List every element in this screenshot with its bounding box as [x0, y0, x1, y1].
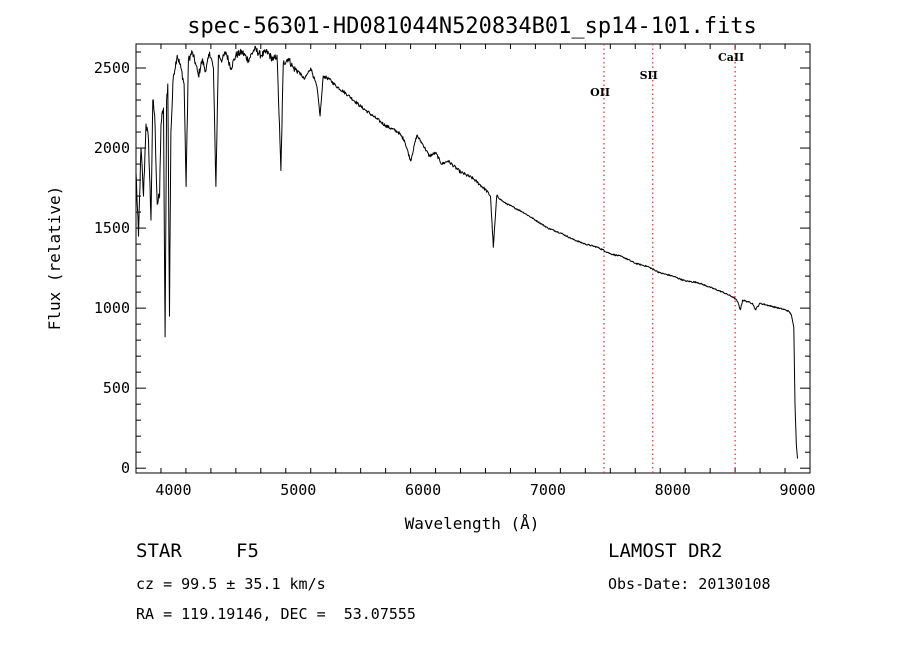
x-tick-label: 7000	[530, 481, 566, 499]
object-class: STAR	[136, 540, 182, 562]
spectrum-line	[135, 45, 798, 459]
x-axis-label: Wavelength (Å)	[405, 514, 540, 533]
y-tick-label: 1500	[94, 219, 130, 237]
coordinates-text: RA = 119.19146, DEC = 53.07555	[136, 605, 416, 623]
line-marker-label: CaII	[718, 51, 744, 64]
plot-frame	[135, 43, 811, 474]
x-tick-label: 5000	[280, 481, 316, 499]
y-axis-label: Flux (relative)	[45, 186, 64, 331]
y-tick-label: 2500	[94, 59, 130, 77]
line-marker-label: OII	[590, 86, 610, 99]
line-marker-label: SII	[640, 69, 658, 82]
chart-title: spec-56301-HD081044N520834B01_sp14-101.f…	[187, 14, 757, 39]
x-tick-label: 8000	[655, 481, 691, 499]
y-tick-label: 1000	[94, 299, 130, 317]
y-tick-label: 2000	[94, 139, 130, 157]
y-tick-label: 0	[121, 459, 130, 477]
survey-name: LAMOST DR2	[608, 540, 723, 562]
redshift-text: cz = 99.5 ± 35.1 km/s	[136, 575, 326, 593]
y-tick-label: 500	[103, 379, 130, 397]
x-tick-label: 6000	[405, 481, 441, 499]
obs-date-text: Obs-Date: 20130108	[608, 575, 771, 593]
x-tick-label: 9000	[779, 481, 815, 499]
x-tick-label: 4000	[155, 481, 191, 499]
object-subclass: F5	[236, 540, 259, 562]
plot-area: 4000 5000 6000 7000 8000 9000 0 500 1000 1500 2000…	[94, 43, 816, 499]
